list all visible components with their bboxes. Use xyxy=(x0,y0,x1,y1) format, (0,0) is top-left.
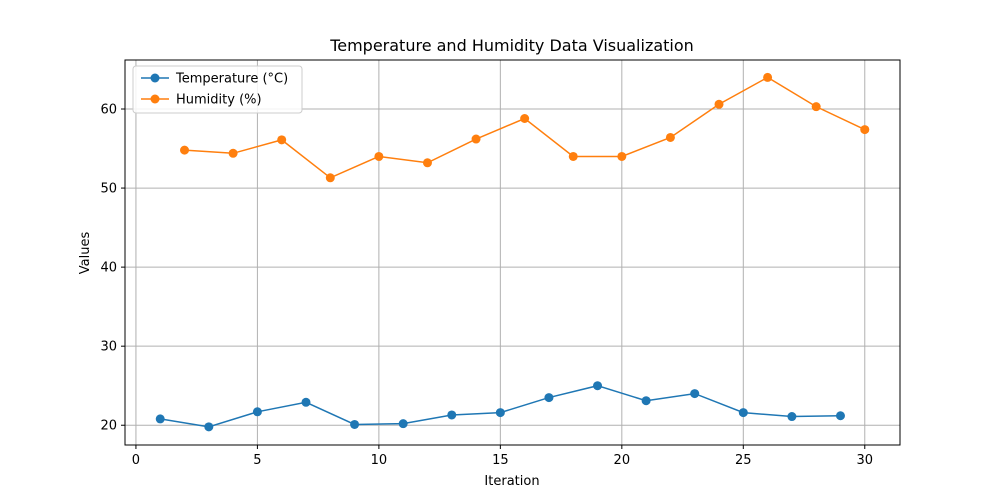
legend-entry-temperature: Temperature (°C) xyxy=(141,72,288,87)
x-axis-label: Iteration xyxy=(484,474,539,489)
y-axis-label: Values xyxy=(78,232,93,275)
data-point-humidity xyxy=(763,72,773,82)
y-tick-label: 20 xyxy=(100,419,117,434)
legend-marker-temperature xyxy=(150,73,160,83)
x-tick-label: 15 xyxy=(492,453,509,468)
data-point-temperature xyxy=(787,412,797,422)
data-point-humidity xyxy=(228,148,238,158)
data-point-temperature xyxy=(495,408,505,418)
tick-layer: 0 5 10 15 20 25 30 20 30 40 50 60 xyxy=(100,103,873,468)
data-point-humidity xyxy=(714,99,724,109)
data-point-temperature xyxy=(301,397,311,407)
data-point-temperature xyxy=(204,422,214,432)
data-point-humidity xyxy=(520,114,530,124)
y-tick-label: 30 xyxy=(100,340,117,355)
data-point-humidity xyxy=(568,151,578,161)
data-point-temperature xyxy=(593,381,603,391)
data-point-temperature xyxy=(835,411,845,421)
x-tick-label: 20 xyxy=(614,453,631,468)
y-tick-label: 60 xyxy=(100,103,117,118)
data-point-temperature xyxy=(252,407,262,417)
data-point-temperature xyxy=(738,408,748,418)
grid-layer xyxy=(125,60,900,445)
x-tick-label: 10 xyxy=(371,453,388,468)
series-layer xyxy=(155,72,870,432)
data-point-humidity xyxy=(374,151,384,161)
data-point-temperature xyxy=(155,414,165,424)
x-tick-label: 25 xyxy=(735,453,752,468)
legend-marker-humidity xyxy=(150,94,160,104)
data-point-humidity xyxy=(325,173,335,183)
data-point-temperature xyxy=(641,396,651,406)
legend-label-humidity: Humidity (%) xyxy=(176,93,262,108)
legend-entry-humidity: Humidity (%) xyxy=(141,93,262,108)
data-point-humidity xyxy=(811,102,821,112)
data-point-humidity xyxy=(471,134,481,144)
y-tick-label: 50 xyxy=(100,182,117,197)
data-point-temperature xyxy=(447,410,457,420)
data-point-humidity xyxy=(422,158,432,168)
data-point-temperature xyxy=(398,419,408,429)
data-point-humidity xyxy=(617,151,627,161)
data-point-humidity xyxy=(665,132,675,142)
x-tick-label: 0 xyxy=(132,453,140,468)
plot-area-frame xyxy=(124,59,901,446)
data-point-humidity xyxy=(180,145,190,155)
legend-box xyxy=(132,65,303,114)
x-tick-label: 30 xyxy=(856,453,873,468)
y-tick-label: 40 xyxy=(100,261,117,276)
data-point-humidity xyxy=(860,125,870,135)
data-point-temperature xyxy=(350,419,360,429)
data-point-temperature xyxy=(690,389,700,399)
x-tick-label: 5 xyxy=(253,453,261,468)
data-point-temperature xyxy=(544,393,554,403)
legend: Temperature (°C) Humidity (%) xyxy=(132,65,303,114)
legend-label-temperature: Temperature (°C) xyxy=(175,72,288,87)
data-point-humidity xyxy=(277,135,287,145)
chart-title: Temperature and Humidity Data Visualizat… xyxy=(329,36,694,55)
